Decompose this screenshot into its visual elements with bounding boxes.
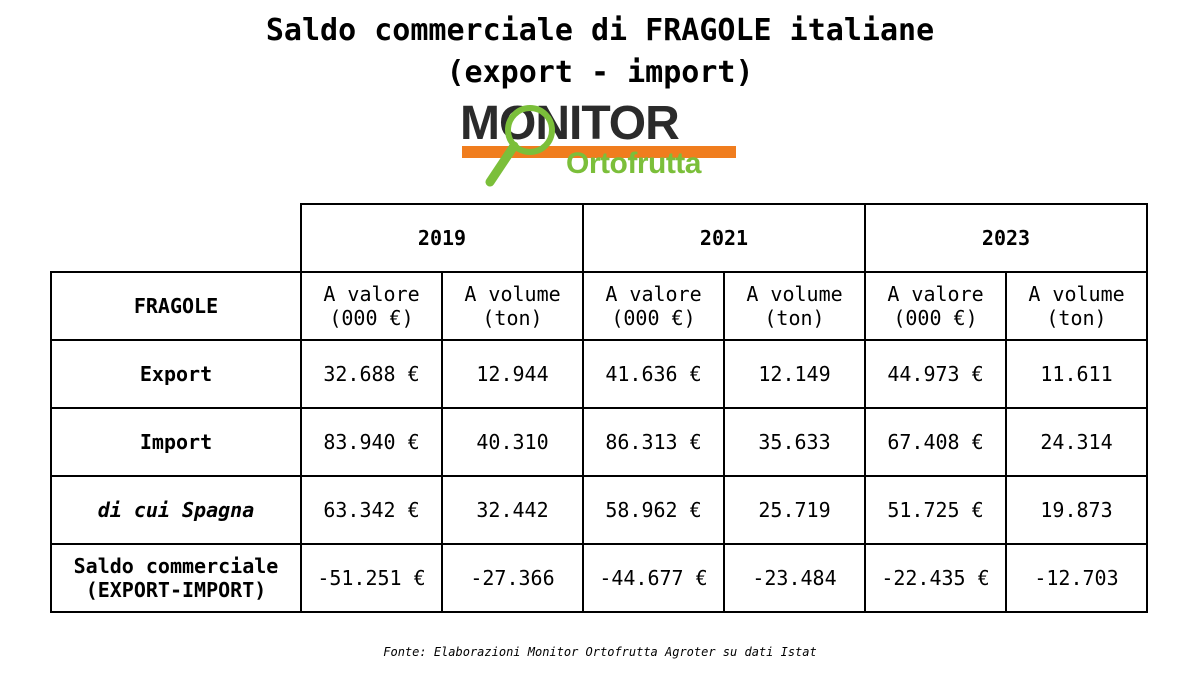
table-cell: 12.944 bbox=[441, 339, 584, 409]
table-cell: -51.251 € bbox=[300, 543, 443, 613]
col-header-valore: A valore (000 €) bbox=[864, 271, 1007, 341]
table-cell: 24.314 bbox=[1005, 407, 1148, 477]
table-cell: 51.725 € bbox=[864, 475, 1007, 545]
table-cell: -12.703 bbox=[1005, 543, 1148, 613]
logo-subtitle: Ortofrutta bbox=[566, 147, 701, 180]
table-cell: -23.484 bbox=[723, 543, 866, 613]
monitor-ortofrutta-logo: MONITOR Ortofrutta bbox=[450, 96, 750, 196]
table-cell: 44.973 € bbox=[864, 339, 1007, 409]
source-note: Fonte: Elaborazioni Monitor Ortofrutta A… bbox=[383, 645, 817, 659]
table-cell: 86.313 € bbox=[582, 407, 725, 477]
col-header-volume: A volume (ton) bbox=[1005, 271, 1148, 341]
table-cell: 19.873 bbox=[1005, 475, 1148, 545]
year-header-row: 2019 2021 2023 bbox=[51, 203, 1148, 273]
table-cell: 58.962 € bbox=[582, 475, 725, 545]
magnifier-icon bbox=[485, 105, 555, 187]
table-cell: -22.435 € bbox=[864, 543, 1007, 613]
title-line-1: Saldo commerciale di FRAGOLE italiane bbox=[265, 13, 935, 48]
table-cell: 67.408 € bbox=[864, 407, 1007, 477]
table-cell: 63.342 € bbox=[300, 475, 443, 545]
table-row-spagna: di cui Spagna 63.342 € 32.442 58.962 € 2… bbox=[50, 475, 1148, 545]
col-header-valore: A valore (000 €) bbox=[582, 271, 725, 341]
table-cell: 40.310 bbox=[441, 407, 584, 477]
table-row-import: Import 83.940 € 40.310 86.313 € 35.633 6… bbox=[50, 407, 1148, 477]
col-header-valore: A valore (000 €) bbox=[300, 271, 443, 341]
year-header-2019: 2019 bbox=[300, 203, 584, 273]
title-line-2: (export - import) bbox=[446, 55, 754, 90]
page-title: Saldo commerciale di FRAGOLE italiane (e… bbox=[0, 10, 1200, 94]
fragole-trade-table: 2019 2021 2023 FRAGOLE A valore (000 €) A… bbox=[50, 203, 1148, 613]
table-cell: -44.677 € bbox=[582, 543, 725, 613]
row-label: Saldo commerciale (EXPORT-IMPORT) bbox=[50, 543, 302, 613]
table-cell: 32.688 € bbox=[300, 339, 443, 409]
row-header-fragole: FRAGOLE bbox=[50, 271, 302, 341]
table-cell: 12.149 bbox=[723, 339, 866, 409]
table-cell: 25.719 bbox=[723, 475, 866, 545]
row-label: di cui Spagna bbox=[50, 475, 302, 545]
col-header-volume: A volume (ton) bbox=[441, 271, 584, 341]
table-cell: 32.442 bbox=[441, 475, 584, 545]
row-label: Export bbox=[50, 339, 302, 409]
column-header-row: FRAGOLE A valore (000 €) A volume (ton) A … bbox=[50, 271, 1148, 341]
table-cell: 83.940 € bbox=[300, 407, 443, 477]
table-row-saldo: Saldo commerciale (EXPORT-IMPORT) -51.251… bbox=[50, 543, 1148, 613]
table-cell: 11.611 bbox=[1005, 339, 1148, 409]
row-label: Import bbox=[50, 407, 302, 477]
year-header-2021: 2021 bbox=[582, 203, 866, 273]
year-header-2023: 2023 bbox=[864, 203, 1148, 273]
table-cell: -27.366 bbox=[441, 543, 584, 613]
table-cell: 35.633 bbox=[723, 407, 866, 477]
empty-corner bbox=[51, 204, 301, 272]
logo-wordmark: MONITOR bbox=[460, 97, 680, 150]
table-row-export: Export 32.688 € 12.944 41.636 € 12.149 4… bbox=[50, 339, 1148, 409]
col-header-volume: A volume (ton) bbox=[723, 271, 866, 341]
table-cell: 41.636 € bbox=[582, 339, 725, 409]
